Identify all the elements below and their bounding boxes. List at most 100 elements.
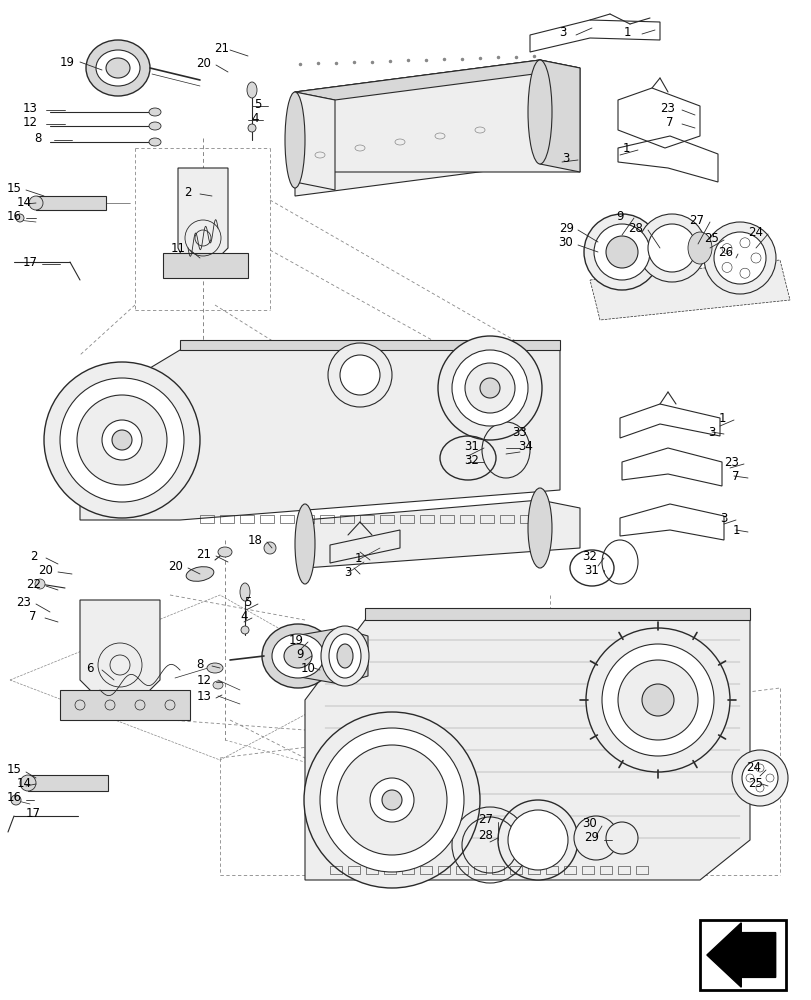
Text: 33: 33: [512, 426, 526, 438]
Ellipse shape: [527, 60, 551, 164]
Text: 10: 10: [300, 662, 315, 674]
Bar: [437, 866, 449, 874]
Ellipse shape: [437, 336, 541, 440]
Ellipse shape: [284, 644, 311, 668]
Bar: [635, 866, 647, 874]
Text: 5: 5: [244, 595, 251, 608]
Ellipse shape: [594, 224, 649, 280]
Polygon shape: [590, 260, 789, 320]
Ellipse shape: [96, 50, 139, 86]
Text: 19: 19: [288, 634, 303, 647]
Polygon shape: [163, 253, 247, 278]
Bar: [384, 866, 396, 874]
Text: 3: 3: [719, 512, 727, 524]
Text: 1: 1: [623, 26, 630, 39]
Ellipse shape: [186, 567, 213, 581]
Bar: [329, 866, 341, 874]
Text: 15: 15: [6, 182, 21, 195]
Ellipse shape: [77, 395, 167, 485]
Polygon shape: [706, 923, 775, 987]
Bar: [617, 866, 629, 874]
Ellipse shape: [745, 774, 753, 782]
Ellipse shape: [617, 660, 697, 740]
Ellipse shape: [207, 663, 223, 673]
Text: 5: 5: [254, 98, 261, 111]
Polygon shape: [294, 60, 579, 100]
Polygon shape: [294, 92, 335, 190]
Text: 3: 3: [344, 566, 351, 578]
Polygon shape: [305, 620, 749, 880]
Ellipse shape: [247, 82, 257, 98]
Text: 25: 25: [748, 777, 762, 790]
Bar: [527, 866, 539, 874]
Ellipse shape: [11, 795, 21, 805]
Ellipse shape: [750, 253, 760, 263]
Text: 27: 27: [478, 813, 493, 826]
Text: 4: 4: [240, 609, 247, 622]
Bar: [320, 515, 333, 523]
Text: 31: 31: [584, 564, 599, 576]
Bar: [260, 515, 273, 523]
Ellipse shape: [285, 92, 305, 188]
Ellipse shape: [721, 244, 732, 254]
Bar: [456, 866, 467, 874]
Ellipse shape: [340, 355, 380, 395]
Text: 27: 27: [689, 214, 704, 227]
Polygon shape: [365, 608, 749, 620]
Ellipse shape: [642, 684, 673, 716]
Polygon shape: [294, 60, 539, 196]
Ellipse shape: [739, 238, 749, 248]
Bar: [220, 515, 234, 523]
Text: 1: 1: [718, 412, 725, 424]
Bar: [491, 866, 504, 874]
Text: 9: 9: [616, 210, 623, 223]
Ellipse shape: [739, 268, 749, 278]
Ellipse shape: [86, 40, 150, 96]
Bar: [581, 866, 594, 874]
Ellipse shape: [573, 816, 617, 860]
Bar: [419, 866, 431, 874]
Text: 29: 29: [584, 831, 599, 844]
Bar: [500, 515, 513, 523]
Bar: [340, 515, 354, 523]
Text: 7: 7: [29, 609, 36, 622]
Text: 9: 9: [296, 648, 303, 660]
Ellipse shape: [508, 810, 568, 870]
Ellipse shape: [217, 547, 232, 557]
Text: 3: 3: [559, 26, 566, 39]
Ellipse shape: [262, 624, 333, 688]
Text: 25: 25: [704, 232, 719, 244]
Ellipse shape: [765, 774, 773, 782]
Ellipse shape: [381, 790, 401, 810]
Text: 2: 2: [30, 550, 37, 562]
Text: 18: 18: [247, 534, 262, 546]
Bar: [366, 866, 378, 874]
Text: 28: 28: [628, 222, 642, 234]
Ellipse shape: [320, 626, 368, 686]
Polygon shape: [180, 340, 560, 350]
Ellipse shape: [264, 542, 276, 554]
Bar: [28, 775, 108, 791]
Bar: [200, 515, 214, 523]
Ellipse shape: [148, 122, 161, 130]
Bar: [599, 866, 611, 874]
Polygon shape: [539, 60, 579, 172]
Ellipse shape: [320, 728, 463, 872]
Text: 8: 8: [196, 658, 204, 670]
Text: 31: 31: [464, 440, 478, 452]
Bar: [460, 515, 474, 523]
Text: 20: 20: [38, 564, 54, 576]
Text: 6: 6: [86, 662, 93, 674]
Text: 7: 7: [666, 116, 673, 129]
Bar: [401, 866, 414, 874]
Text: 20: 20: [169, 560, 183, 572]
Ellipse shape: [703, 222, 775, 294]
Ellipse shape: [294, 504, 315, 584]
Text: 23: 23: [723, 456, 739, 468]
Text: 20: 20: [196, 57, 211, 70]
Ellipse shape: [303, 712, 479, 888]
Ellipse shape: [247, 124, 255, 132]
Bar: [359, 515, 374, 523]
Ellipse shape: [497, 800, 577, 880]
Text: 16: 16: [6, 210, 21, 223]
